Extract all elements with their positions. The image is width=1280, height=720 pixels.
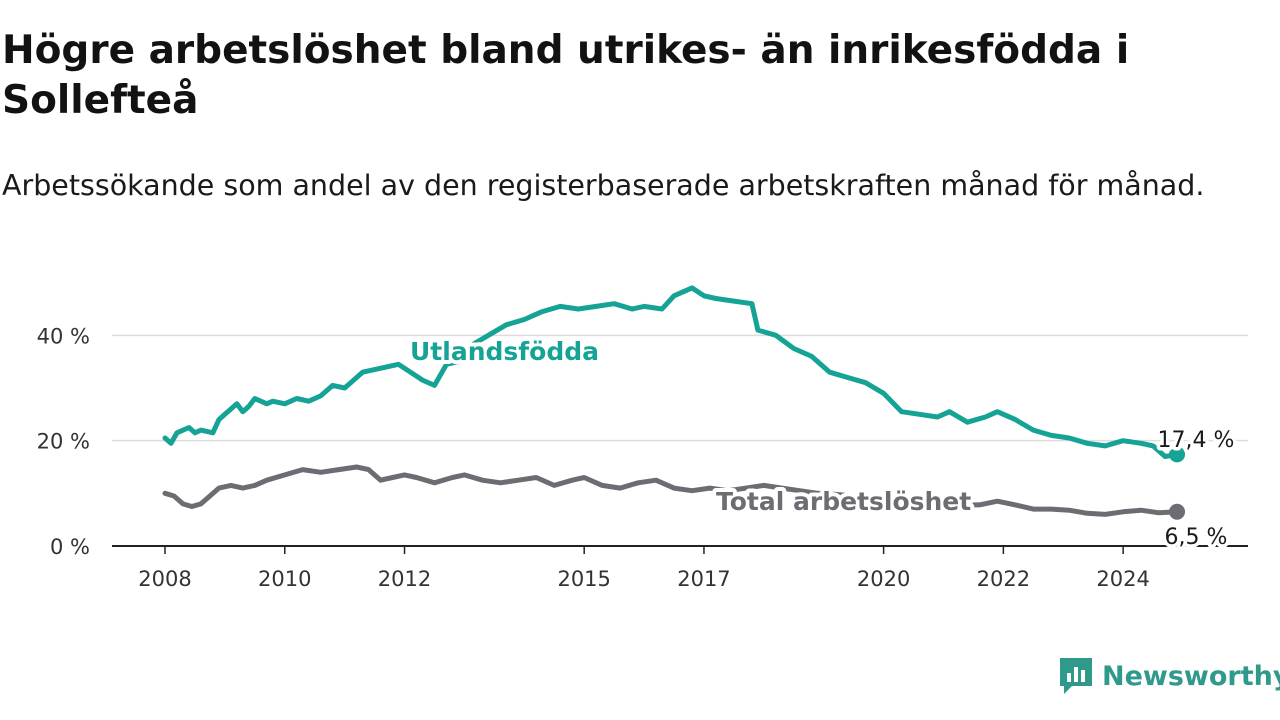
- y-tick-label: 40 %: [37, 324, 90, 348]
- series-line-total: [162, 464, 1180, 517]
- series-label-total: Total arbetslöshet: [716, 487, 971, 516]
- x-tick-label: 2010: [258, 567, 311, 591]
- end-label-total: 6,5 %: [1165, 525, 1228, 550]
- x-axis: 2008 2010 2012 2015 2017 2020 2022 2024: [112, 545, 1248, 591]
- series-lines: [162, 285, 1186, 520]
- x-tick-label: 2012: [378, 567, 431, 591]
- series-label-utlandsfodda: Utlandsfödda: [410, 337, 599, 366]
- grid-lines: [112, 334, 1248, 442]
- newsworthy-logo-icon: [1060, 658, 1092, 694]
- y-axis-tick-labels: 0 % 20 % 40 %: [37, 324, 90, 559]
- line-chart: 0 % 20 % 40 % 2008 2010 2012 2015 2017 2020 2022…: [37, 285, 1248, 591]
- y-tick-label: 20 %: [37, 430, 90, 454]
- series-line-utlandsfodda: [162, 285, 1180, 459]
- x-tick-label: 2008: [138, 567, 191, 591]
- end-point-total: [1169, 503, 1186, 520]
- newsworthy-logo: Newsworthy: [1058, 655, 1280, 697]
- chart-subtitle: Arbetssökande som andel av den registerb…: [2, 169, 1205, 202]
- chart-title: Högre arbetslöshet bland utrikes- än inr…: [2, 28, 1130, 123]
- series-labels: Utlandsfödda Total arbetslöshet 17,4 % 6,5 …: [406, 333, 1238, 554]
- x-tick-label: 2024: [1096, 567, 1149, 591]
- newsworthy-logo-text: Newsworthy: [1102, 660, 1280, 692]
- end-point-utlandsfodda: [1169, 446, 1186, 463]
- x-tick-label: 2022: [977, 567, 1030, 591]
- y-tick-label: 0 %: [50, 535, 90, 559]
- x-tick-label: 2015: [557, 567, 610, 591]
- x-tick-label: 2017: [677, 567, 730, 591]
- x-tick-label: 2020: [857, 567, 910, 591]
- end-label-utlandsfodda: 17,4 %: [1158, 428, 1235, 453]
